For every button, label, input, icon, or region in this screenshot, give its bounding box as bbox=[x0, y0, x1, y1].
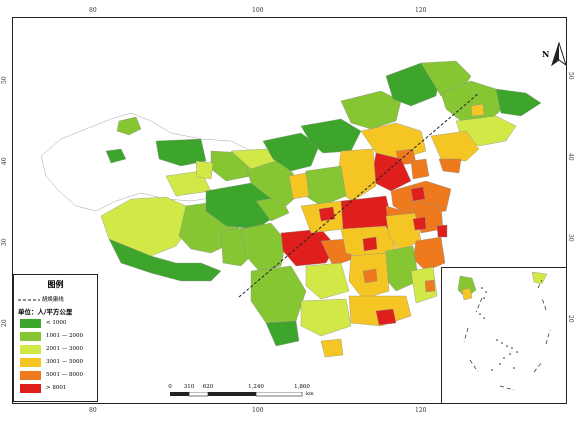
legend-title: 图例 bbox=[47, 279, 64, 289]
legend-range-label: 2001 — 3000 bbox=[46, 346, 83, 352]
region-ln-south bbox=[438, 158, 462, 174]
scale-label-0: 0 bbox=[168, 384, 172, 390]
region-xj-north bbox=[116, 116, 142, 136]
region-hotspot-changsha bbox=[362, 268, 378, 284]
left-tick-30: 30 bbox=[1, 238, 8, 246]
bottom-tick-100: 100 bbox=[252, 407, 264, 414]
region-sichuan-west bbox=[240, 222, 287, 272]
region-guangxi bbox=[300, 298, 352, 337]
legend-unit: 单位：人/平方公里 bbox=[18, 308, 73, 316]
dashed-line-icon bbox=[18, 299, 40, 300]
legend-class-row: 3001 — 5000 bbox=[20, 358, 98, 367]
scale-label-3: 1,240 bbox=[248, 384, 264, 390]
north-label: N bbox=[542, 49, 550, 59]
scale-bar-graphic bbox=[170, 392, 303, 397]
region-hotspot-wuhan bbox=[362, 236, 378, 252]
legend-swatch bbox=[20, 319, 41, 328]
region-im-west bbox=[262, 132, 320, 172]
scale-bar: 0 310 620 1,240 1,860 km bbox=[168, 384, 318, 400]
legend-swatch bbox=[20, 345, 41, 354]
region-hotspot-fuzhou bbox=[424, 279, 436, 293]
region-layer bbox=[40, 60, 542, 358]
left-tick-40: 40 bbox=[1, 157, 8, 165]
region-xj-ili bbox=[105, 148, 127, 164]
map-frame bbox=[12, 17, 567, 404]
region-tianjin bbox=[410, 158, 430, 180]
region-liaoning bbox=[430, 130, 480, 162]
region-fujian bbox=[410, 266, 438, 304]
legend-range-label: 1001 — 2000 bbox=[46, 333, 83, 339]
hu-line bbox=[238, 92, 480, 298]
region-hlj-east bbox=[495, 88, 542, 117]
legend-class-row: 2001 — 3000 bbox=[20, 345, 98, 354]
inset-map bbox=[457, 271, 551, 391]
region-tibet-south bbox=[108, 238, 222, 282]
legend-swatch bbox=[20, 332, 41, 341]
region-shanghai bbox=[436, 224, 448, 238]
right-tick-30: 30 bbox=[567, 234, 574, 242]
legend-class-row: > 8001 bbox=[20, 384, 98, 393]
scale-unit: km bbox=[306, 391, 314, 397]
scale-label-1: 310 bbox=[183, 384, 195, 390]
bottom-tick-80: 80 bbox=[89, 407, 97, 414]
region-anhui bbox=[385, 212, 422, 252]
legend-swatch bbox=[20, 371, 41, 380]
region-guizhou bbox=[305, 262, 350, 300]
legend-range-label: > 8001 bbox=[46, 385, 67, 391]
region-hotspot-xian bbox=[318, 206, 336, 222]
region-pearl-delta bbox=[375, 308, 397, 326]
bottom-tick-120: 120 bbox=[415, 407, 427, 414]
population-density-map bbox=[40, 60, 542, 358]
legend-swatch bbox=[20, 384, 41, 393]
region-im-east bbox=[340, 90, 402, 130]
top-tick-120: 120 bbox=[415, 7, 427, 14]
right-tick-40: 40 bbox=[567, 153, 574, 161]
region-hainan bbox=[320, 338, 344, 358]
north-arrow-icon bbox=[551, 41, 566, 67]
scale-label-2: 620 bbox=[202, 384, 214, 390]
scale-label-4: 1,860 bbox=[294, 384, 310, 390]
legend-swatch bbox=[20, 358, 41, 367]
south-china-sea-inset bbox=[441, 267, 567, 404]
legend-class-row: < 1000 bbox=[20, 319, 98, 328]
region-ningxia bbox=[288, 172, 310, 200]
legend-range-label: < 1000 bbox=[46, 320, 67, 326]
right-tick-50: 50 bbox=[567, 72, 574, 80]
right-tick-20: 20 bbox=[567, 315, 574, 323]
region-zhejiang bbox=[412, 236, 446, 272]
region-xj-turpan bbox=[195, 160, 214, 180]
legend-range-label: 3001 — 5000 bbox=[46, 359, 83, 365]
legend-boundary-label: 胡焕庸线 bbox=[41, 297, 64, 303]
left-tick-50: 50 bbox=[1, 76, 8, 84]
legend-range-label: 5001 — 8000 bbox=[46, 372, 83, 378]
legend-boundary-row: 胡焕庸线 bbox=[18, 295, 64, 303]
left-tick-20: 20 bbox=[1, 319, 8, 327]
legend-class-row: 1001 — 2000 bbox=[20, 332, 98, 341]
region-xj-east bbox=[155, 138, 207, 167]
region-hotspot-jinan bbox=[410, 186, 426, 202]
top-tick-100: 100 bbox=[252, 7, 264, 14]
region-yunnan-south bbox=[265, 320, 300, 347]
top-tick-80: 80 bbox=[89, 7, 97, 14]
region-yunnan bbox=[250, 265, 307, 324]
region-hotspot-harbin bbox=[470, 103, 485, 117]
legend: 图例 胡焕庸线 单位：人/平方公里 < 1000 1001 — 2000 2001 … bbox=[13, 274, 98, 402]
region-hotspot-nanjing bbox=[412, 216, 427, 231]
legend-class-row: 5001 — 8000 bbox=[20, 371, 98, 380]
